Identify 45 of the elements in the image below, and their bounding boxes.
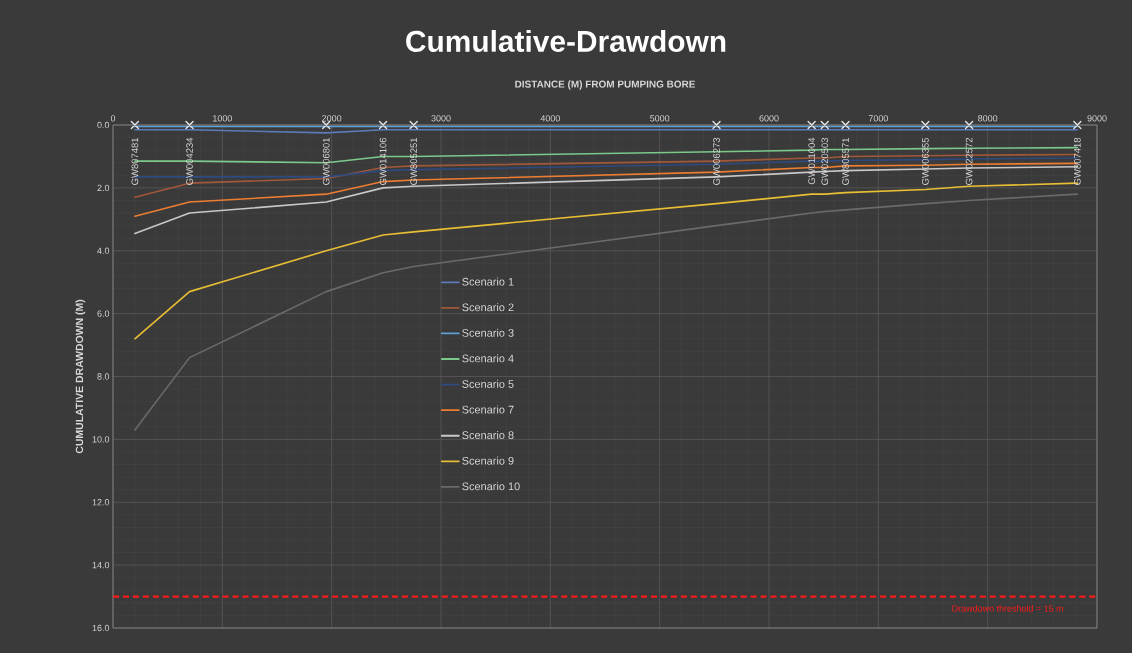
annotation: GW004234 <box>186 137 193 185</box>
x-tick-label: 2000 <box>322 115 342 122</box>
annotation: GW805251 <box>410 137 418 185</box>
legend-label: Scenario 4 <box>462 354 514 363</box>
annotation: GW006273 <box>713 137 720 185</box>
y-tick-label: 0.0 <box>97 121 110 129</box>
ref-line-label: Drawdown threshold = 15 m <box>952 605 1063 612</box>
legend-label: Scenario 2 <box>462 303 514 312</box>
y-tick-label: 8.0 <box>97 373 110 380</box>
annotation: GW006355 <box>922 137 929 185</box>
annotation: GW006801 <box>322 137 330 185</box>
annotation: GW011004 <box>808 137 815 185</box>
x-tick-label: 4000 <box>540 115 560 122</box>
line-series <box>134 193 1079 431</box>
annotation: GW022572 <box>965 137 973 185</box>
x-tick-label: 7000 <box>868 115 888 122</box>
annotation: GW805571 <box>842 137 849 185</box>
legend-label: Scenario 8 <box>462 431 514 440</box>
y-tick-label: 4.0 <box>97 247 110 254</box>
y-tick-label: 10.0 <box>92 436 110 443</box>
y-tick-label: 16.0 <box>92 624 110 632</box>
annotation: GW020503 <box>821 137 829 185</box>
x-tick-label: 5000 <box>650 115 670 122</box>
annotation: GW807481 <box>131 137 139 185</box>
y-tick-label: 6.0 <box>97 310 110 317</box>
y-tick-label: 2.0 <box>97 184 110 192</box>
x-tick-label: 3000 <box>431 115 451 122</box>
legend-label: Scenario 9 <box>462 456 514 465</box>
x-tick-label: 1000 <box>213 115 232 122</box>
annotation: GW014106 <box>379 137 387 185</box>
x-axis-title: DISTANCE (M) FROM PUMPING BORE <box>515 80 696 90</box>
x-tick-label: 9000 <box>1087 115 1107 122</box>
y-tick-label: 14.0 <box>92 561 110 569</box>
y-tick-label: 12.0 <box>92 499 110 506</box>
x-tick-label: 8000 <box>978 115 998 122</box>
legend-label: Scenario 7 <box>462 405 514 414</box>
chart-title: Cumulative-Drawdown <box>406 30 726 52</box>
x-tick-label: 6000 <box>759 115 779 122</box>
x-tick-label: 0 <box>110 115 116 122</box>
annotation: GW807418 <box>1073 137 1081 185</box>
y-axis-title: CUMULATIVE DRAWDOWN (M) <box>75 299 86 454</box>
legend-label: Scenario 3 <box>462 328 514 337</box>
legend-label: Scenario 1 <box>462 277 514 286</box>
legend-label: Scenario 5 <box>462 379 514 388</box>
legend-label: Scenario 10 <box>462 482 520 491</box>
